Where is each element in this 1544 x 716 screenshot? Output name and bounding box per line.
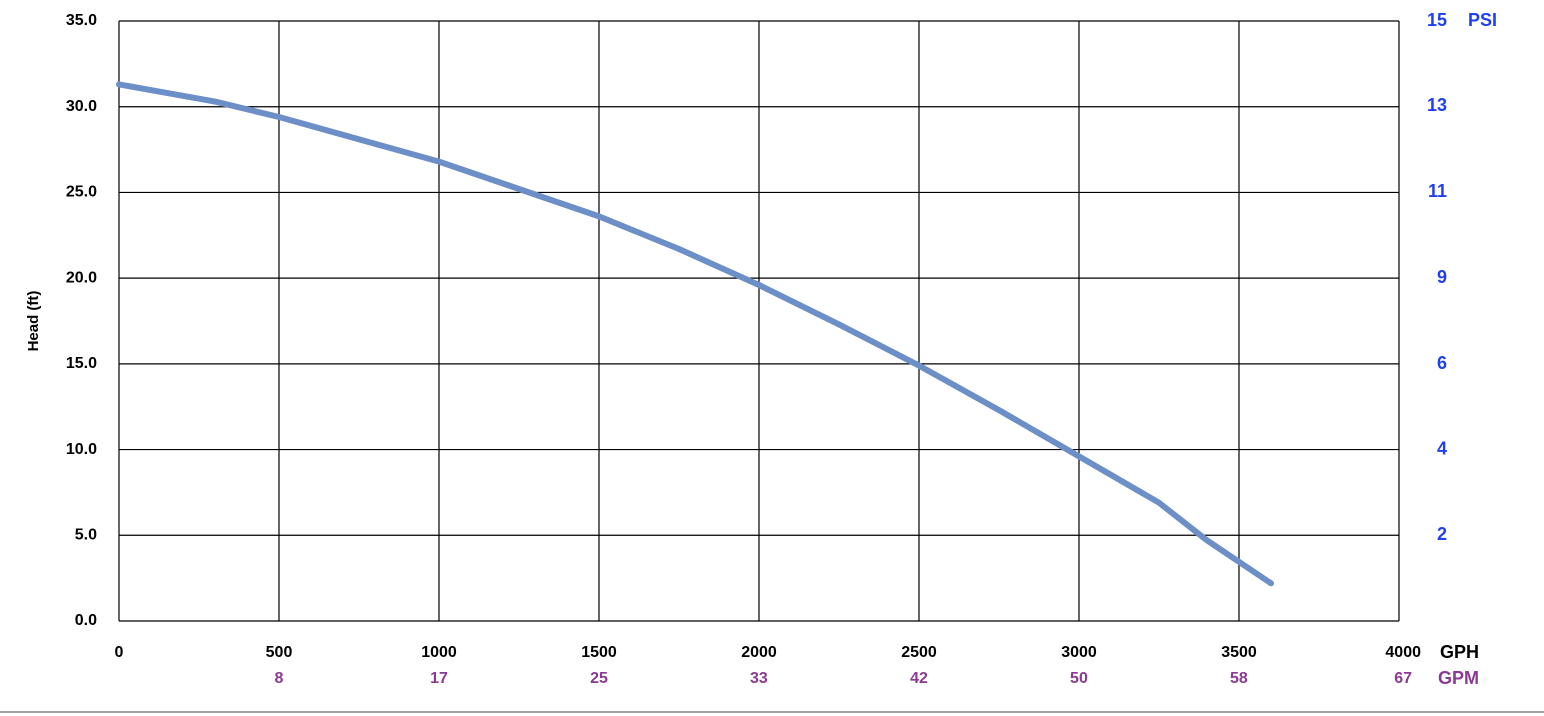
y2-tick-label: 9 xyxy=(1437,267,1447,287)
y2-axis-unit: PSI xyxy=(1468,10,1497,30)
y-tick-label: 5.0 xyxy=(75,527,97,544)
x2-tick-label: 58 xyxy=(1230,670,1248,687)
x2-tick-label: 50 xyxy=(1070,670,1088,687)
y2-tick-label: 11 xyxy=(1428,181,1447,201)
x-tick-label: 0 xyxy=(115,644,124,661)
x-tick-label: 2500 xyxy=(901,644,937,661)
y2-tick-label: 13 xyxy=(1427,95,1447,115)
x2-axis-unit: GPM xyxy=(1438,668,1479,688)
x2-tick-label: 42 xyxy=(910,670,928,687)
x-axis-unit: GPH xyxy=(1440,642,1479,662)
x-tick-label: 3000 xyxy=(1061,644,1097,661)
x-tick-label: 2000 xyxy=(741,644,777,661)
y-tick-label: 0.0 xyxy=(75,612,97,629)
x-tick-label: 3500 xyxy=(1221,644,1257,661)
y-tick-label: 15.0 xyxy=(66,355,97,372)
y-tick-label: 25.0 xyxy=(66,184,97,201)
y-tick-label: 20.0 xyxy=(66,269,97,286)
x-tick-label: 500 xyxy=(266,644,293,661)
y2-tick-label: 4 xyxy=(1437,438,1447,458)
x2-tick-label: 33 xyxy=(750,670,768,687)
x-tick-label: 4000 xyxy=(1385,644,1421,661)
x-tick-label: 1500 xyxy=(581,644,617,661)
y2-tick-label: 6 xyxy=(1437,353,1447,373)
y-tick-label: 10.0 xyxy=(66,441,97,458)
x2-tick-label: 25 xyxy=(590,670,608,687)
y-axis-title: Head (ft) xyxy=(25,291,42,352)
x-tick-label: 1000 xyxy=(421,644,457,661)
y-tick-label: 35.0 xyxy=(66,12,97,29)
x2-tick-label: 17 xyxy=(430,670,448,687)
curve xyxy=(116,81,1274,587)
y2-tick-label: 2 xyxy=(1437,524,1447,544)
x2-tick-label: 67 xyxy=(1394,670,1412,687)
y-tick-label: 30.0 xyxy=(66,98,97,115)
y2-tick-label: 15 xyxy=(1427,10,1447,30)
x2-tick-label: 8 xyxy=(274,670,283,687)
